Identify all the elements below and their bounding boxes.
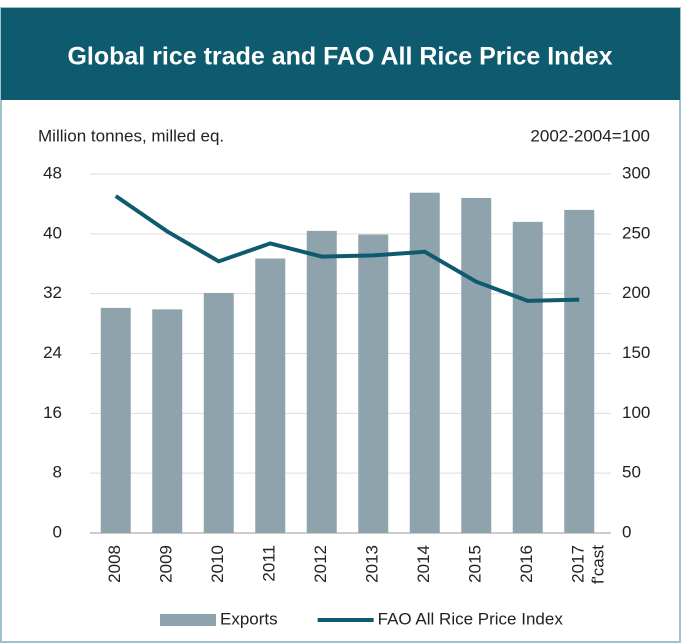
x-tick-label: 2016 — [517, 545, 536, 583]
bar — [564, 209, 595, 533]
y-tick-label: 8 — [53, 463, 62, 482]
title-banner — [1, 8, 680, 100]
y-tick-label: 40 — [43, 223, 62, 242]
legend-swatch — [160, 614, 216, 626]
bar — [306, 230, 337, 533]
x-tick-label: 2017 — [569, 545, 588, 583]
x-tick-label: 2013 — [363, 545, 382, 583]
x-tick-label: 2015 — [466, 545, 485, 583]
y2-tick-label: 150 — [622, 343, 650, 362]
bar — [203, 292, 234, 533]
bar — [100, 307, 131, 533]
y2-tick-label: 200 — [622, 283, 650, 302]
annotation: f'cast — [589, 545, 608, 584]
bar — [512, 221, 543, 533]
y2-tick-label: 100 — [622, 403, 650, 422]
bar — [152, 309, 183, 533]
legend-label: Exports — [220, 609, 278, 628]
bar — [358, 234, 389, 534]
y2-tick-label: 300 — [622, 163, 650, 182]
y-tick-label: 16 — [43, 403, 62, 422]
y2-axis-label: 2002-2004=100 — [530, 126, 650, 145]
x-tick-label: 2011 — [260, 545, 279, 582]
y2-tick-label: 0 — [622, 522, 631, 541]
line — [114, 194, 580, 303]
bar — [255, 258, 286, 533]
x-tick-label: 2010 — [208, 545, 227, 583]
legend-label: FAO All Rice Price Index — [378, 609, 564, 628]
x-tick-label: 2014 — [414, 545, 433, 583]
x-tick-label: 2012 — [311, 545, 330, 583]
y-tick-label: 24 — [43, 343, 62, 362]
x-tick-label: 2009 — [157, 545, 176, 583]
y2-tick-label: 250 — [622, 223, 650, 242]
bar — [409, 192, 440, 533]
y-axis-label: Million tonnes, milled eq. — [38, 126, 224, 145]
chart-title: Global rice trade and FAO All Rice Price… — [67, 43, 612, 71]
y-tick-label: 48 — [43, 163, 62, 182]
bar — [461, 197, 492, 533]
y2-tick-label: 50 — [622, 463, 641, 482]
y-tick-label: 32 — [43, 283, 62, 302]
x-tick-label: 2008 — [105, 545, 124, 583]
y-tick-label: 0 — [53, 522, 62, 541]
